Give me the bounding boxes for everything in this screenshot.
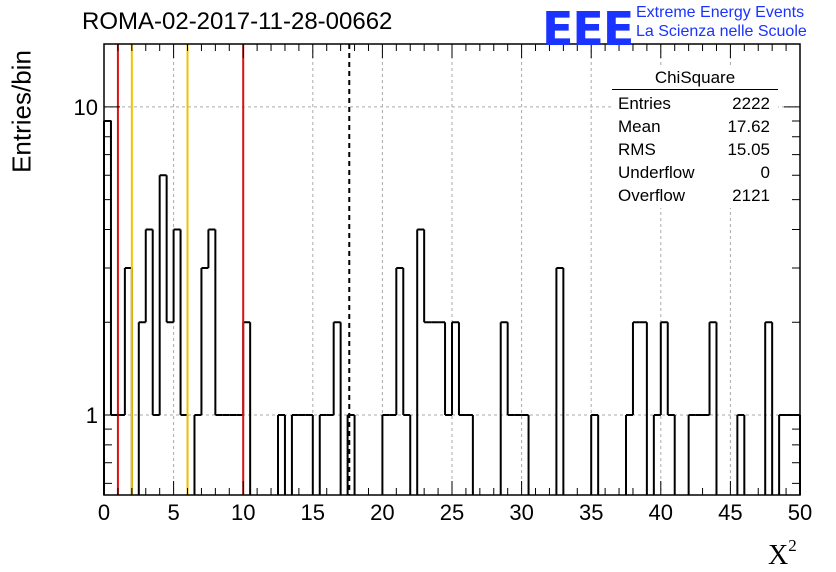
- stats-label: Underflow: [618, 163, 695, 182]
- stats-label: Entries: [618, 94, 671, 113]
- stats-value: 2222: [732, 94, 770, 113]
- logo-mark: EEE: [542, 2, 634, 56]
- y-tick-label: 1: [86, 403, 98, 428]
- y-tick-label: 10: [74, 95, 98, 120]
- x-tick-label: 35: [579, 500, 603, 525]
- stats-label: Mean: [618, 117, 661, 136]
- stats-label: Overflow: [618, 186, 686, 205]
- stats-box: ChiSquare Entries 2222 Mean 17.62 RMS 15.05…: [612, 68, 778, 208]
- x-tick-label: 25: [440, 500, 464, 525]
- tick-labels: 0 5 10 15 20 25 30 35 40 45 50 1 10: [74, 95, 813, 525]
- x-axis-label-superscript: 2: [788, 536, 797, 555]
- stats-row-underflow: Underflow 0: [612, 162, 778, 185]
- axes: [103, 43, 801, 496]
- x-tick-label: 10: [231, 500, 255, 525]
- y-axis-label: Entries/bin: [6, 50, 37, 173]
- stats-value: 17.62: [727, 117, 770, 136]
- x-tick-label: 50: [788, 500, 812, 525]
- histogram-bars: [103, 119, 801, 495]
- stats-value: 15.05: [727, 140, 770, 159]
- logo-line-1: Extreme Energy Events: [636, 4, 805, 21]
- stats-row-overflow: Overflow 2121: [612, 185, 778, 208]
- stats-box-title: ChiSquare: [612, 68, 778, 90]
- stats-row-mean: Mean 17.62: [612, 116, 778, 139]
- x-tick-label: 45: [718, 500, 742, 525]
- stats-row-entries: Entries 2222: [612, 93, 778, 116]
- stats-value: 0: [760, 163, 770, 182]
- logo-line-2: La Scienza nelle Scuole: [636, 23, 807, 40]
- x-tick-label: 0: [98, 500, 110, 525]
- x-tick-label: 5: [167, 500, 179, 525]
- x-tick-label: 20: [370, 500, 394, 525]
- x-tick-label: 40: [649, 500, 673, 525]
- x-axis-label: X2: [768, 536, 797, 572]
- chart-title: ROMA-02-2017-11-28-00662: [82, 8, 393, 35]
- stats-value: 2121: [732, 186, 770, 205]
- marker-lines: [116, 44, 351, 495]
- stats-row-rms: RMS 15.05: [612, 139, 778, 162]
- stats-label: RMS: [618, 140, 656, 159]
- x-axis-label-main: X: [768, 540, 789, 571]
- x-tick-label: 30: [509, 500, 533, 525]
- x-tick-label: 15: [301, 500, 325, 525]
